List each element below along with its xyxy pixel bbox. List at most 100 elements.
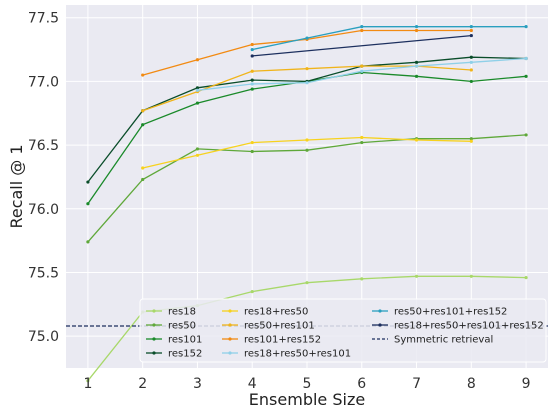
data-point (414, 25, 419, 29)
x-tick-label: 2 (138, 376, 147, 392)
legend-label: res152 (168, 349, 202, 360)
legend-item: res50+res101 (222, 321, 315, 332)
data-point (195, 86, 200, 90)
data-point (250, 289, 254, 294)
x-tick-label: 8 (467, 376, 476, 392)
data-point (195, 153, 200, 157)
legend-marker (378, 323, 382, 327)
x-tick-label: 6 (357, 376, 366, 392)
data-point (469, 139, 473, 143)
legend-item: res50+res101+res152 (372, 307, 507, 318)
data-point (469, 55, 473, 59)
legend-label: res50 (168, 321, 196, 332)
tick-labels: 1 2 3 4 5 6 7 8 9 75.0 75.5 76.0 76.5 77.0 77.5 (28, 11, 531, 392)
legend-marker (152, 309, 156, 313)
y-axis-label: Recall @ 1 (7, 144, 26, 228)
legend-marker (228, 351, 232, 355)
data-point (86, 180, 90, 184)
data-point (360, 64, 364, 68)
data-point (469, 68, 473, 72)
legend-label: res101+res152 (244, 335, 321, 346)
data-point (469, 33, 473, 38)
data-point (305, 148, 309, 152)
data-point (524, 25, 528, 29)
data-point (414, 60, 419, 64)
legend-marker (152, 323, 156, 327)
legend: res18 res50 res101 res152 res18+res50 res50+r… (139, 298, 547, 363)
data-point (250, 140, 254, 145)
legend-marker (152, 351, 156, 355)
data-point (414, 74, 419, 78)
data-point (141, 109, 145, 113)
series-res50 (86, 133, 528, 244)
series-res18-res50 (141, 135, 473, 170)
legend-label: res50+res101+res152 (394, 307, 507, 318)
x-tick-label: 7 (412, 376, 421, 392)
data-point (305, 36, 309, 40)
data-point (360, 28, 364, 33)
legend-item: res18+res50 (222, 307, 308, 318)
y-tick-label: 76.5 (28, 138, 59, 154)
legend-marker (228, 309, 232, 313)
data-point (141, 73, 145, 77)
legend-label: res18 (168, 307, 196, 318)
data-point (195, 58, 200, 62)
legend-item: res101+res152 (222, 335, 321, 346)
data-point (141, 177, 145, 182)
x-axis-label: Ensemble Size (249, 390, 365, 408)
data-point (86, 202, 90, 206)
data-point (360, 25, 364, 29)
data-point (524, 74, 528, 78)
data-point (141, 123, 145, 127)
legend-marker (228, 323, 232, 327)
data-point (195, 88, 200, 92)
legend-item: res18+res50+res101+res152 (372, 321, 544, 332)
x-tick-label: 1 (83, 376, 92, 392)
data-point (250, 42, 254, 47)
data-point (414, 138, 419, 142)
legend-marker (378, 309, 382, 313)
series-res50-res101-res152 (250, 25, 528, 52)
data-point (250, 87, 254, 91)
data-point (469, 137, 473, 141)
data-point (250, 149, 254, 154)
data-point (469, 25, 473, 29)
data-point (414, 274, 419, 278)
y-tick-label: 77.0 (28, 74, 59, 90)
legend-label: res18+res50+res101+res152 (394, 321, 544, 332)
data-point (250, 47, 254, 52)
y-tick-label: 76.0 (28, 202, 59, 218)
data-point (524, 133, 528, 137)
y-tick-label: 77.5 (28, 11, 59, 27)
data-point (360, 135, 364, 140)
legend-label: Symmetric retrieval (394, 335, 493, 346)
legend-marker (228, 337, 232, 341)
series-line (252, 26, 527, 51)
legend-item: res18+res50+res101 (222, 349, 351, 360)
data-point (250, 69, 254, 73)
series-res18-res50-res101 (195, 56, 528, 92)
data-point (469, 79, 473, 84)
data-point (305, 281, 309, 285)
data-point (305, 81, 309, 85)
legend-marker (152, 337, 156, 341)
legend-label: res101 (168, 335, 202, 346)
legend-item: res101 (146, 335, 202, 346)
data-point (305, 138, 309, 142)
data-point (250, 54, 254, 58)
data-point (141, 166, 145, 170)
data-point (414, 64, 419, 68)
y-tick-label: 75.0 (28, 329, 59, 345)
data-point (469, 28, 473, 33)
data-point (195, 147, 200, 151)
y-tick-label: 75.5 (28, 265, 59, 281)
series-line (252, 34, 472, 57)
data-point (414, 28, 419, 33)
x-tick-label: 4 (248, 376, 257, 392)
legend-label: res18+res50+res101 (244, 349, 351, 360)
legend-box (139, 298, 547, 363)
data-point (469, 60, 473, 64)
x-tick-label: 9 (522, 376, 531, 392)
legend-item: res18 (146, 307, 196, 318)
